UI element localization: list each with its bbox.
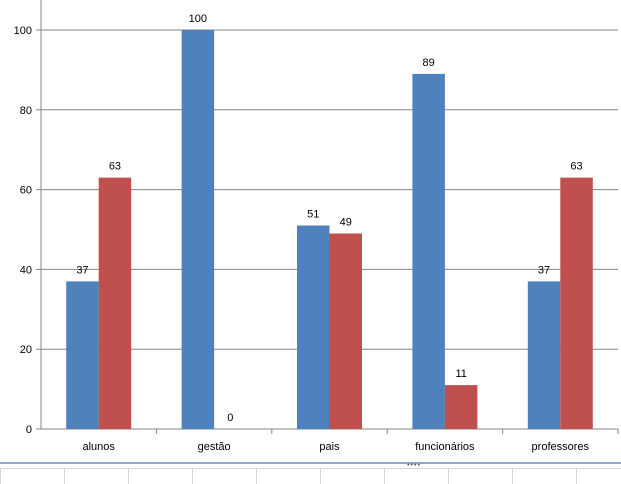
y-tick-label-60: 60 [20, 185, 32, 197]
spreadsheet-grid-strip: •••• [0, 462, 621, 484]
sheet-cell[interactable] [384, 468, 449, 484]
data-label-series1-2: 51 [307, 209, 319, 221]
sheet-cell[interactable] [320, 468, 385, 484]
chart-area[interactable]: 0 20 40 60 80 100 37 63 100 0 51 49 89 11 37 63 alunos… [0, 0, 621, 462]
chart-resize-handle[interactable]: •••• [407, 462, 421, 469]
y-tick-label-0: 0 [26, 424, 32, 436]
bar-series2-3[interactable] [444, 385, 478, 429]
data-label-series2-1: 0 [227, 412, 233, 424]
data-label-series2-4: 63 [570, 161, 582, 173]
data-label-series1-1: 100 [189, 13, 207, 25]
sheet-cell[interactable] [128, 468, 193, 484]
x-category-label-1: gestão [198, 441, 231, 453]
y-tick-label-40: 40 [20, 264, 32, 276]
sheet-cell[interactable] [448, 468, 513, 484]
data-label-series1-0: 37 [76, 264, 88, 276]
bar-chart: 0 20 40 60 80 100 37 63 100 0 51 49 89 11 37 63 alunos… [14, 0, 619, 453]
sheet-cell[interactable] [192, 468, 257, 484]
data-label-series2-3: 11 [455, 368, 466, 380]
y-tick-label-100: 100 [14, 25, 32, 37]
bars [66, 30, 593, 429]
bar-series1-4[interactable] [527, 281, 561, 429]
data-label-series2-0: 63 [109, 161, 121, 173]
y-tick-label-80: 80 [20, 105, 32, 117]
x-category-label-3: funcionários [415, 441, 475, 453]
data-label-series1-4: 37 [538, 264, 550, 276]
data-labels: 37 63 100 0 51 49 89 11 37 63 [76, 13, 582, 424]
data-label-series2-2: 49 [340, 216, 352, 228]
bar-series1-0[interactable] [66, 281, 99, 429]
x-category-label-0: alunos [82, 441, 115, 453]
y-tick-label-20: 20 [20, 344, 32, 356]
sheet-cell[interactable] [0, 468, 65, 484]
gridlines [41, 29, 618, 350]
bar-series2-4[interactable] [560, 177, 593, 429]
bar-series2-2[interactable] [329, 233, 363, 429]
x-category-label-2: pais [319, 441, 340, 453]
x-category-label-4: professores [532, 441, 590, 453]
sheet-cell[interactable] [512, 468, 577, 484]
sheet-cell[interactable] [256, 468, 321, 484]
sheet-cell[interactable] [576, 468, 621, 484]
bar-series1-2[interactable] [297, 225, 330, 429]
x-axis-categories: alunos gestão pais funcionários professores [82, 441, 589, 453]
bar-series1-1[interactable] [181, 30, 215, 429]
sheet-cell[interactable] [64, 468, 129, 484]
y-axis-ticks: 0 20 40 60 80 100 [14, 25, 41, 436]
data-label-series1-3: 89 [423, 57, 435, 69]
bar-series2-0[interactable] [98, 177, 132, 429]
bar-series1-3[interactable] [412, 73, 445, 429]
